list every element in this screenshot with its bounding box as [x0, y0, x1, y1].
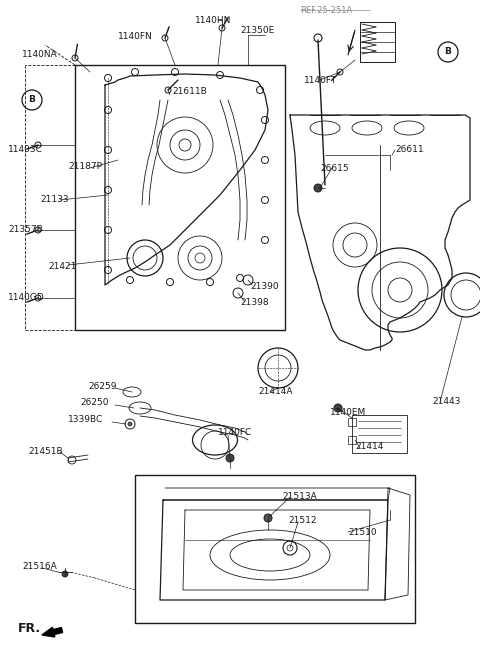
Bar — [348, 436, 356, 444]
Text: 21390: 21390 — [250, 282, 278, 291]
Text: 26250: 26250 — [80, 398, 108, 407]
Text: 21513A: 21513A — [282, 492, 317, 501]
Text: B: B — [444, 48, 451, 56]
Text: 11403C: 11403C — [8, 145, 43, 154]
Text: 1140GD: 1140GD — [8, 293, 45, 302]
Circle shape — [226, 454, 234, 462]
Text: 21414: 21414 — [355, 442, 384, 451]
Circle shape — [128, 422, 132, 426]
Circle shape — [62, 571, 68, 577]
Text: 21512: 21512 — [288, 516, 316, 525]
Bar — [352, 415, 407, 453]
Text: 21414A: 21414A — [258, 387, 292, 396]
Text: 21421: 21421 — [48, 262, 76, 271]
Text: 1140FC: 1140FC — [218, 428, 252, 437]
Text: 26615: 26615 — [320, 164, 348, 173]
Text: 1140FT: 1140FT — [304, 76, 337, 85]
Text: 1140EM: 1140EM — [330, 408, 366, 417]
Text: 21451B: 21451B — [28, 447, 62, 456]
Text: 21510: 21510 — [348, 528, 377, 537]
Bar — [75, 65, 285, 330]
Text: 21133: 21133 — [40, 195, 69, 204]
Text: 21611B: 21611B — [172, 87, 207, 96]
Text: 1140NA: 1140NA — [22, 50, 58, 59]
Text: FR.: FR. — [18, 622, 41, 635]
Text: REF.25-251A: REF.25-251A — [300, 6, 352, 15]
Bar — [135, 475, 415, 623]
Text: 26259: 26259 — [88, 382, 117, 391]
Circle shape — [314, 184, 322, 192]
Text: 21350E: 21350E — [240, 26, 274, 35]
Text: 21357B: 21357B — [8, 225, 43, 234]
Text: 21187P: 21187P — [68, 162, 102, 171]
Text: 21398: 21398 — [240, 298, 269, 307]
Circle shape — [334, 404, 342, 412]
Text: 26611: 26611 — [395, 145, 424, 154]
Text: 21443: 21443 — [432, 397, 460, 406]
Text: 1339BC: 1339BC — [68, 415, 103, 424]
Bar — [348, 418, 356, 426]
Circle shape — [264, 514, 272, 522]
Text: 1140HN: 1140HN — [195, 16, 231, 25]
Text: B: B — [29, 95, 36, 105]
Bar — [360, 22, 395, 62]
FancyArrow shape — [42, 627, 62, 637]
Text: 1140FN: 1140FN — [118, 32, 153, 41]
Text: 21516A: 21516A — [22, 562, 57, 571]
